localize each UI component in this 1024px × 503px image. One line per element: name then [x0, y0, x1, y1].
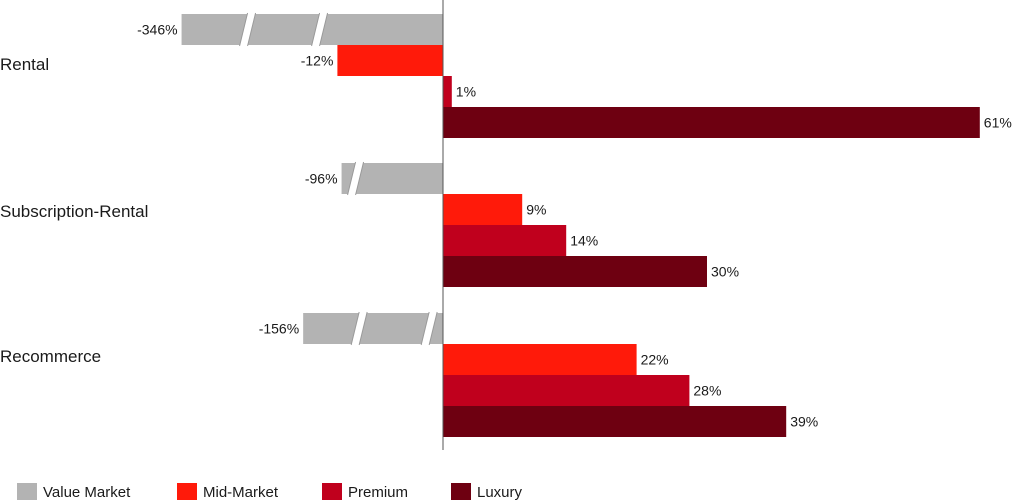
axis-break-line: [319, 12, 329, 47]
value-label-premium-subscription-rental: 14%: [570, 233, 598, 249]
axis-break-line: [358, 311, 368, 346]
bar-luxury-rental: [443, 107, 980, 138]
axis-break-line: [347, 161, 357, 196]
value-label-luxury-subscription-rental: 30%: [711, 264, 739, 280]
value-label-premium-rental: 1%: [456, 84, 476, 100]
legend-label-mid-market: Mid-Market: [203, 484, 279, 501]
value-label-mid-market-rental: -12%: [301, 53, 334, 69]
value-label-luxury-recommerce: 39%: [790, 414, 818, 430]
axis-break-rental-1: [311, 13, 328, 46]
value-label-premium-recommerce: 28%: [693, 383, 721, 399]
value-label-value-market-subscription-rental: -96%: [305, 171, 338, 187]
axis-break-line: [428, 311, 438, 346]
legend-swatch-mid-market: [177, 483, 197, 500]
axis-break-line: [239, 12, 249, 47]
bar-value-market-rental: [181, 14, 443, 45]
legend-swatch-luxury: [451, 483, 471, 500]
value-label-mid-market-recommerce: 22%: [641, 352, 669, 368]
bar-mid-market-recommerce: [443, 344, 637, 375]
legend-label-value-market: Value Market: [43, 484, 131, 501]
bar-premium-recommerce: [443, 375, 690, 406]
axis-break-line: [420, 311, 430, 346]
legend-swatch-value-market: [17, 483, 37, 500]
axis-break-line: [311, 12, 321, 47]
bar-luxury-subscription-rental: [443, 256, 707, 287]
axis-break-rental-0: [239, 13, 256, 46]
axis-break-recommerce-1: [421, 312, 438, 345]
category-label-recommerce: Recommerce: [0, 347, 101, 366]
value-label-mid-market-subscription-rental: 9%: [526, 202, 546, 218]
value-label-value-market-recommerce: -156%: [259, 321, 299, 337]
axis-break-line: [355, 161, 365, 196]
legend-label-premium: Premium: [348, 484, 408, 501]
axis-break-line: [247, 12, 257, 47]
bar-luxury-recommerce: [443, 406, 787, 437]
axis-break-line: [350, 311, 360, 346]
legend-swatch-premium: [322, 483, 342, 500]
bar-value-market-recommerce: [303, 313, 443, 344]
axis-break-recommerce-0: [351, 312, 368, 345]
bar-premium-rental: [443, 76, 452, 107]
bar-mid-market-subscription-rental: [443, 194, 523, 225]
bar-premium-subscription-rental: [443, 225, 567, 256]
bar-mid-market-rental: [337, 45, 443, 76]
category-label-subscription-rental: Subscription-Rental: [0, 202, 148, 221]
legend-label-luxury: Luxury: [477, 484, 523, 501]
value-label-luxury-rental: 61%: [984, 115, 1012, 131]
axis-break-subscription-rental-0: [347, 162, 364, 195]
value-label-value-market-rental: -346%: [137, 22, 177, 38]
category-label-rental: Rental: [0, 55, 49, 74]
